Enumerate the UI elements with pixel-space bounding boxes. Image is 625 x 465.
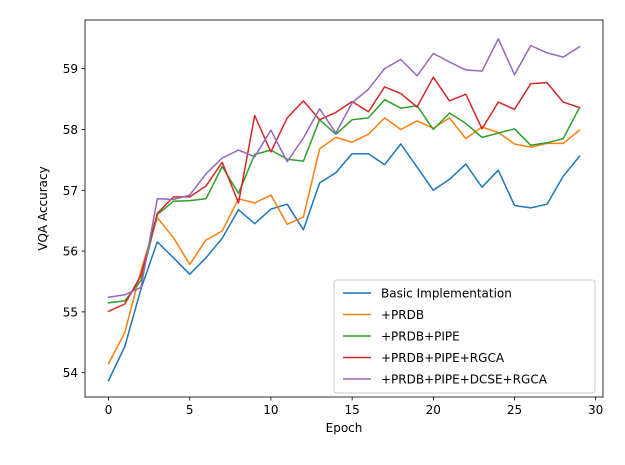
- y-axis-label: VQA Accuracy: [36, 166, 50, 250]
- x-tick-label: 5: [186, 403, 194, 417]
- series-line-1: [107, 143, 581, 382]
- series-line-2: [107, 117, 581, 365]
- x-axis-ticks: 0 5 10 15 20 25 30: [105, 397, 603, 417]
- plot-frame: [84, 19, 604, 398]
- x-tick-label: 10: [263, 403, 278, 417]
- legend-box: [333, 279, 596, 394]
- y-tick-label: 58: [63, 123, 78, 137]
- y-tick-label: 54: [63, 366, 78, 380]
- y-tick-label: 55: [63, 305, 78, 319]
- legend-label: +PRDB+PIPE: [381, 330, 460, 344]
- legend-label: +PRDB: [381, 308, 424, 322]
- series-line-5: [107, 38, 581, 299]
- y-tick-label: 59: [63, 62, 78, 76]
- y-tick-label: 57: [63, 184, 78, 198]
- x-axis-label: Epoch: [326, 421, 363, 435]
- x-tick-label: 20: [426, 403, 441, 417]
- legend-label: +PRDB+PIPE+RGCA: [381, 351, 505, 365]
- legend-label: +PRDB+PIPE+DCSE+RGCA: [381, 373, 548, 387]
- x-tick-label: 0: [105, 403, 113, 417]
- legend-label: Basic Implementation: [381, 287, 512, 301]
- y-tick-label: 56: [63, 245, 78, 259]
- series-line-3: [107, 98, 581, 304]
- series-line-4: [107, 76, 581, 313]
- x-tick-label: 15: [344, 403, 359, 417]
- series-lines: [107, 38, 581, 382]
- x-tick-label: 30: [588, 403, 603, 417]
- legend: Basic Implementation +PRDB +PRDB+PIPE +PRDB…: [333, 279, 596, 394]
- x-tick-label: 25: [507, 403, 522, 417]
- y-axis-ticks: 54 55 56 57 58 59: [63, 62, 85, 380]
